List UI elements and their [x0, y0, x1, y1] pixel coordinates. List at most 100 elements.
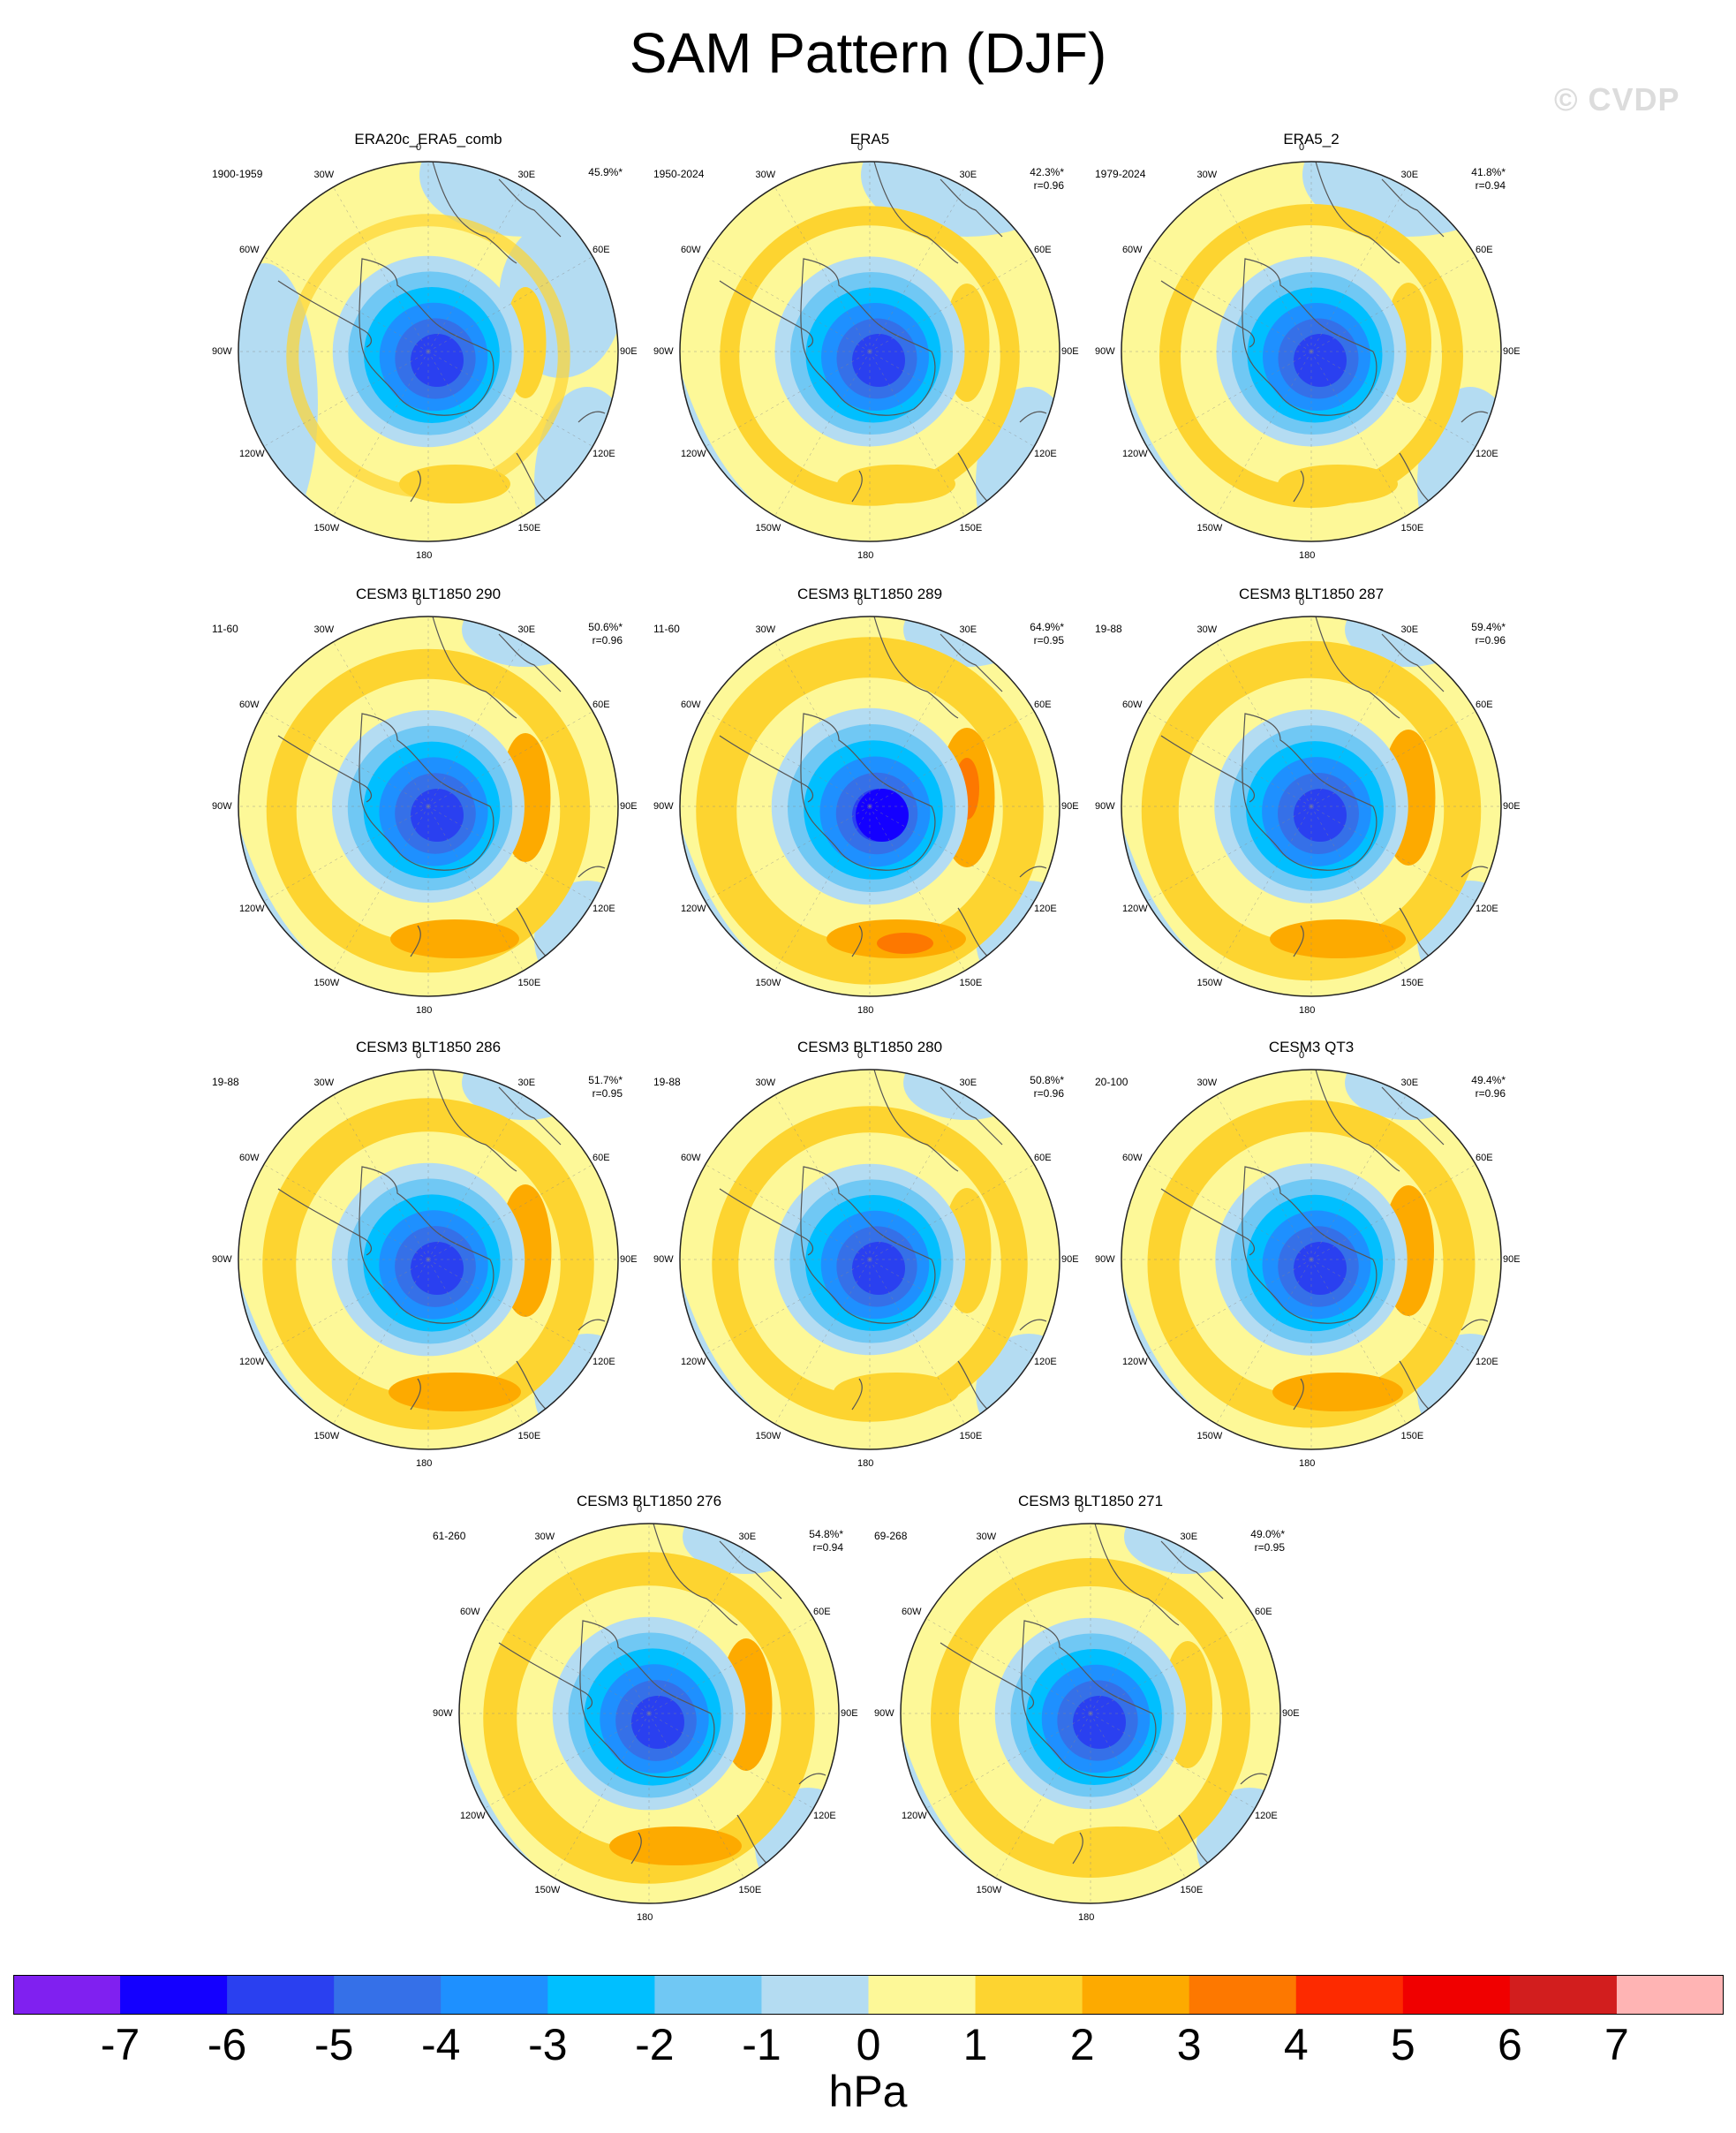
longitude-label: 90E: [620, 1254, 638, 1265]
longitude-label: 90E: [620, 801, 638, 812]
longitude-label: 120W: [1121, 448, 1148, 459]
map-border: [238, 161, 619, 542]
coastline: [359, 1166, 494, 1324]
meridian-line: [1310, 351, 1407, 517]
meridian-line: [1310, 256, 1476, 352]
longitude-label: 0: [1299, 1050, 1305, 1061]
panel-title: CESM3 BLT1850 290: [355, 586, 502, 602]
longitude-label: 60W: [680, 1152, 701, 1163]
coastline: [277, 735, 373, 803]
meridian-line: [333, 186, 429, 352]
longitude-label: 150E: [517, 523, 541, 534]
coastline: [940, 633, 1003, 692]
polar-map: [238, 1069, 619, 1450]
meridian-line: [869, 1094, 965, 1260]
longitude-label: 0: [416, 597, 422, 608]
meridian-line: [1216, 186, 1312, 352]
longitude-label: 120E: [1034, 1356, 1057, 1367]
panel-stats: 59.4%* r=0.96: [1426, 621, 1506, 647]
longitude-label: 30W: [534, 1531, 555, 1542]
longitude-label: 0: [637, 1504, 643, 1515]
colorbar-border: [13, 1975, 1724, 2015]
longitude-label: 120W: [680, 1356, 706, 1367]
longitude-label: 120E: [593, 448, 615, 459]
colorbar-swatch: [1295, 1975, 1404, 2015]
panel-period: 61-260: [433, 1530, 466, 1542]
polar-map: [679, 616, 1060, 997]
meridian-line: [427, 641, 524, 807]
longitude-label: 90E: [620, 346, 638, 357]
longitude-label: 180: [416, 550, 433, 561]
longitude-label: 0: [857, 597, 864, 608]
map-panel: CESM3 BLT1850 289 11-60 64.9%* r=0.95 0 30E 60…: [649, 586, 1091, 1027]
colorbar-swatch: [1082, 1975, 1190, 2015]
longitude-label: 150W: [1196, 978, 1223, 989]
longitude-label: 90E: [1061, 801, 1079, 812]
meridian-line: [427, 256, 593, 352]
longitude-label: 60W: [680, 244, 701, 255]
longitude-label: 30E: [959, 169, 977, 180]
explained-variance: 49.4%*: [1471, 1074, 1506, 1086]
coastline: [873, 616, 959, 719]
longitude-label: 0: [857, 1050, 864, 1061]
panel-period: 20-100: [1095, 1076, 1128, 1088]
longitude-label: 120E: [1476, 448, 1498, 459]
polar-map: [238, 161, 619, 542]
longitude-label: 90W: [212, 346, 232, 357]
coastline: [1242, 1166, 1377, 1324]
panel-stats: 49.4%* r=0.96: [1426, 1074, 1506, 1101]
colorbar: [13, 1975, 1724, 2015]
coastline: [577, 411, 606, 423]
map-border: [679, 1069, 1060, 1450]
colorbar-swatch: [761, 1975, 869, 2015]
coastline: [277, 280, 373, 348]
explained-variance: 51.7%*: [588, 1074, 623, 1086]
longitude-label: 30E: [959, 624, 977, 635]
panel-title: CESM3 BLT1850 289: [796, 586, 943, 602]
colorbar-swatch: [227, 1975, 335, 2015]
longitude-label: 150E: [517, 1431, 541, 1442]
coastline: [277, 1188, 373, 1256]
polar-map: [900, 1523, 1281, 1904]
coastline: [1160, 735, 1256, 803]
meridian-line: [705, 711, 871, 807]
panel-stats: 51.7%* r=0.95: [543, 1074, 623, 1101]
longitude-label: 180: [857, 1458, 874, 1469]
coastline: [653, 1524, 738, 1626]
longitude-label: 150E: [738, 1885, 762, 1896]
longitude-label: 180: [416, 1005, 433, 1016]
pattern-correlation: r=0.94: [1475, 179, 1506, 192]
pattern-correlation: r=0.95: [1254, 1541, 1285, 1554]
colorbar-tick-label: -5: [313, 2020, 354, 2069]
longitude-label: 30E: [517, 624, 536, 635]
coastline: [498, 633, 562, 692]
panel-period: 19-88: [1095, 623, 1122, 635]
explained-variance: 42.3%*: [1030, 166, 1064, 178]
colorbar-swatch: [1402, 1975, 1511, 2015]
longitude-label: 120E: [1476, 903, 1498, 914]
longitude-label: 90W: [212, 801, 232, 812]
pattern-correlation: r=0.96: [1475, 1087, 1506, 1100]
longitude-label: 60E: [1476, 244, 1493, 255]
meridian-line: [925, 1713, 1091, 1809]
longitude-label: 0: [416, 142, 422, 153]
longitude-label: 60W: [1121, 699, 1143, 710]
longitude-label: 60E: [813, 1606, 831, 1617]
colorbar-tick-label: -1: [742, 2020, 781, 2069]
longitude-label: 120W: [680, 448, 706, 459]
meridian-line: [427, 1164, 593, 1260]
polar-map: [1121, 161, 1502, 542]
longitude-label: 120W: [1121, 903, 1148, 914]
negative-contour: [631, 1696, 684, 1749]
colorbar-tick-label: -3: [528, 2020, 568, 2069]
longitude-label: 60E: [1034, 244, 1052, 255]
meridian-line: [554, 1548, 650, 1714]
map-panel: CESM3 QT3 20-100 49.4%* r=0.96 0 30E 60E 90E 120…: [1091, 1039, 1532, 1480]
panel-stats: 64.9%* r=0.95: [985, 621, 1064, 647]
pattern-correlation: r=0.94: [812, 1541, 843, 1554]
meridian-line: [1090, 1618, 1256, 1714]
longitude-label: 90W: [1095, 1254, 1115, 1265]
longitude-label: 150W: [755, 523, 781, 534]
longitude-label: 120W: [1121, 1356, 1148, 1367]
meridian-line: [333, 1094, 429, 1260]
